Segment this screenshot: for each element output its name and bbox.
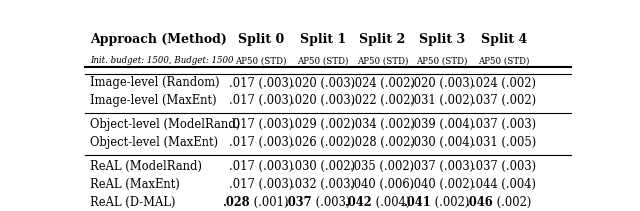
Text: .042: .042 bbox=[344, 196, 372, 209]
Text: Approach (Method): Approach (Method) bbox=[90, 33, 227, 46]
Text: .040 (.006): .040 (.006) bbox=[351, 178, 415, 191]
Text: .028 (.002): .028 (.002) bbox=[351, 136, 415, 149]
Text: AP50 (STD): AP50 (STD) bbox=[236, 56, 287, 65]
Text: AP50 (STD): AP50 (STD) bbox=[478, 56, 530, 65]
Text: .024 (.002): .024 (.002) bbox=[472, 77, 536, 89]
Text: Image-level (Random): Image-level (Random) bbox=[90, 77, 220, 89]
Text: .030 (.002): .030 (.002) bbox=[291, 160, 355, 173]
Text: (.002): (.002) bbox=[431, 196, 470, 209]
Text: AP50 (STD): AP50 (STD) bbox=[298, 56, 349, 65]
Text: .031 (.002): .031 (.002) bbox=[410, 94, 474, 107]
Text: Split 1: Split 1 bbox=[300, 33, 346, 46]
Text: .031 (.005): .031 (.005) bbox=[472, 136, 536, 149]
Text: AP50 (STD): AP50 (STD) bbox=[357, 56, 408, 65]
Text: .037 (.002): .037 (.002) bbox=[472, 94, 536, 107]
Text: .017 (.003): .017 (.003) bbox=[229, 178, 293, 191]
Text: Split 3: Split 3 bbox=[419, 33, 465, 46]
Text: .037: .037 bbox=[285, 196, 312, 209]
Text: .020 (.003): .020 (.003) bbox=[291, 94, 355, 107]
Text: .041: .041 bbox=[403, 196, 431, 209]
Text: .024 (.002): .024 (.002) bbox=[351, 77, 415, 89]
Text: ReAL (MaxEnt): ReAL (MaxEnt) bbox=[90, 178, 180, 191]
Text: .046: .046 bbox=[465, 196, 493, 209]
Text: AP50 (STD): AP50 (STD) bbox=[417, 56, 468, 65]
Text: .017 (.003): .017 (.003) bbox=[229, 160, 293, 173]
Text: .044 (.004): .044 (.004) bbox=[472, 178, 536, 191]
Text: .030 (.004): .030 (.004) bbox=[410, 136, 474, 149]
Text: .039 (.004): .039 (.004) bbox=[410, 118, 474, 131]
Text: .035 (.002): .035 (.002) bbox=[351, 160, 415, 173]
Text: Split 0: Split 0 bbox=[238, 33, 284, 46]
Text: .017 (.003): .017 (.003) bbox=[229, 77, 293, 89]
Text: ReAL (D-MAL): ReAL (D-MAL) bbox=[90, 196, 175, 209]
Text: .020 (.003): .020 (.003) bbox=[291, 77, 355, 89]
Text: (.003): (.003) bbox=[312, 196, 351, 209]
Text: .037 (.003): .037 (.003) bbox=[410, 160, 474, 173]
Text: Object-level (MaxEnt): Object-level (MaxEnt) bbox=[90, 136, 218, 149]
Text: .032 (.003): .032 (.003) bbox=[291, 178, 355, 191]
Text: (.002): (.002) bbox=[493, 196, 532, 209]
Text: (.004): (.004) bbox=[372, 196, 410, 209]
Text: .034 (.002): .034 (.002) bbox=[351, 118, 415, 131]
Text: .028: .028 bbox=[223, 196, 250, 209]
Text: Init. budget: 1500, Budget: 1500: Init. budget: 1500, Budget: 1500 bbox=[90, 56, 234, 65]
Text: .017 (.003): .017 (.003) bbox=[229, 118, 293, 131]
Text: .040 (.002): .040 (.002) bbox=[410, 178, 474, 191]
Text: .037 (.003): .037 (.003) bbox=[472, 160, 536, 173]
Text: Object-level (ModelRand): Object-level (ModelRand) bbox=[90, 118, 240, 131]
Text: Split 4: Split 4 bbox=[481, 33, 527, 46]
Text: ReAL (ModelRand): ReAL (ModelRand) bbox=[90, 160, 202, 173]
Text: .022 (.002): .022 (.002) bbox=[351, 94, 415, 107]
Text: .020 (.003): .020 (.003) bbox=[410, 77, 474, 89]
Text: Image-level (MaxEnt): Image-level (MaxEnt) bbox=[90, 94, 216, 107]
Text: .029 (.002): .029 (.002) bbox=[291, 118, 355, 131]
Text: .026 (.002): .026 (.002) bbox=[291, 136, 355, 149]
Text: .017 (.003): .017 (.003) bbox=[229, 94, 293, 107]
Text: Split 2: Split 2 bbox=[360, 33, 406, 46]
Text: .017 (.003): .017 (.003) bbox=[229, 136, 293, 149]
Text: .037 (.003): .037 (.003) bbox=[472, 118, 536, 131]
Text: (.001): (.001) bbox=[250, 196, 289, 209]
